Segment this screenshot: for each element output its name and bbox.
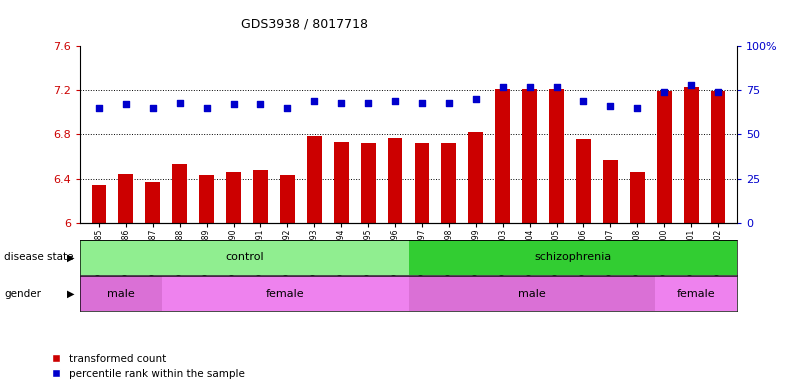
Text: ▶: ▶ [67, 252, 74, 262]
Bar [576, 139, 591, 223]
Point [631, 105, 644, 111]
Bar [334, 142, 348, 223]
Bar [91, 185, 107, 223]
Bar [469, 132, 483, 223]
Point [497, 84, 509, 90]
Point [335, 99, 348, 106]
Point [362, 99, 375, 106]
Point [119, 101, 132, 108]
Text: disease state: disease state [4, 252, 74, 262]
Point [416, 99, 429, 106]
Bar [549, 89, 564, 223]
Bar [684, 87, 698, 223]
Text: ▶: ▶ [67, 289, 74, 299]
Bar [172, 164, 187, 223]
Bar [280, 175, 295, 223]
Point [604, 103, 617, 109]
Bar [307, 136, 322, 223]
Legend: transformed count, percentile rank within the sample: transformed count, percentile rank withi… [46, 354, 245, 379]
Point [388, 98, 401, 104]
Point [308, 98, 320, 104]
Bar [495, 89, 510, 223]
Point [469, 96, 482, 102]
Bar [657, 91, 672, 223]
Bar [119, 174, 133, 223]
Bar [710, 91, 726, 223]
Point [711, 89, 724, 95]
Bar [145, 182, 160, 223]
Point [200, 105, 213, 111]
Point [254, 101, 267, 108]
Text: male: male [107, 289, 135, 299]
Bar [630, 172, 645, 223]
Bar [415, 143, 429, 223]
Text: gender: gender [4, 289, 41, 299]
Bar [253, 170, 268, 223]
Point [577, 98, 590, 104]
Point [227, 101, 240, 108]
Bar [388, 138, 402, 223]
Point [550, 84, 563, 90]
Point [685, 82, 698, 88]
Bar [226, 172, 241, 223]
Point [281, 105, 294, 111]
Bar [441, 143, 457, 223]
Bar [522, 89, 537, 223]
Text: female: female [677, 289, 715, 299]
Text: control: control [225, 252, 264, 262]
Bar [360, 143, 376, 223]
Point [523, 84, 536, 90]
Text: male: male [517, 289, 545, 299]
Point [658, 89, 670, 95]
Point [93, 105, 106, 111]
Text: GDS3938 / 8017718: GDS3938 / 8017718 [241, 17, 368, 30]
Bar [603, 160, 618, 223]
Text: female: female [266, 289, 304, 299]
Point [173, 99, 186, 106]
Text: schizophrenia: schizophrenia [534, 252, 611, 262]
Bar [199, 175, 214, 223]
Point [147, 105, 159, 111]
Point [442, 99, 455, 106]
